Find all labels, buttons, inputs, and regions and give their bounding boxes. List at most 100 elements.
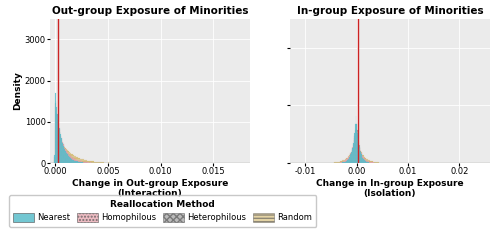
Bar [76, 160, 77, 163]
Bar [357, 133, 358, 163]
Bar [73, 158, 74, 163]
Bar [90, 161, 91, 163]
Bar [343, 161, 344, 163]
Bar [341, 161, 342, 163]
Bar [79, 158, 80, 163]
Bar [61, 138, 62, 163]
Bar [91, 161, 92, 163]
Bar [82, 161, 83, 163]
Bar [359, 147, 360, 163]
Bar [344, 162, 345, 163]
Bar [80, 158, 81, 163]
Bar [81, 162, 82, 163]
Legend: Nearest, Homophilous, Heterophilous, Random: Nearest, Homophilous, Heterophilous, Ran… [9, 195, 316, 226]
Bar [59, 130, 60, 163]
Bar [85, 162, 86, 163]
Bar [64, 147, 65, 163]
Bar [365, 161, 366, 163]
Bar [100, 162, 101, 163]
Bar [369, 162, 370, 163]
Bar [99, 162, 100, 163]
Bar [366, 161, 367, 163]
Bar [79, 162, 80, 163]
Bar [340, 162, 341, 163]
Bar [56, 113, 57, 163]
Bar [63, 144, 64, 163]
Bar [56, 116, 57, 163]
Bar [353, 144, 354, 163]
Bar [66, 153, 67, 163]
Bar [339, 162, 340, 163]
Bar [335, 162, 336, 163]
Bar [92, 161, 93, 163]
Bar [86, 162, 87, 163]
Bar [341, 162, 342, 163]
Bar [354, 136, 355, 163]
Bar [346, 159, 347, 163]
Bar [365, 158, 366, 163]
Bar [75, 161, 76, 163]
Bar [101, 162, 102, 163]
Bar [73, 155, 74, 163]
X-axis label: Change in Out-group Exposure
(Interaction): Change in Out-group Exposure (Interactio… [72, 179, 228, 199]
Bar [70, 158, 71, 163]
Bar [77, 157, 78, 163]
Bar [349, 158, 350, 163]
Bar [377, 162, 378, 163]
Bar [71, 154, 72, 163]
Bar [69, 152, 70, 163]
Bar [357, 130, 358, 163]
Bar [350, 153, 351, 163]
Bar [370, 162, 371, 163]
Bar [57, 120, 58, 163]
Bar [354, 133, 355, 163]
Bar [352, 148, 353, 163]
Bar [54, 160, 55, 163]
Bar [369, 162, 370, 163]
Bar [67, 153, 68, 163]
Bar [102, 162, 103, 163]
Bar [70, 157, 71, 163]
Bar [360, 152, 361, 163]
Bar [358, 146, 359, 163]
Bar [88, 162, 89, 163]
Bar [84, 162, 85, 163]
Bar [63, 146, 64, 163]
Bar [81, 159, 82, 163]
Bar [375, 162, 376, 163]
Bar [334, 162, 335, 163]
Bar [368, 160, 369, 163]
Bar [60, 134, 61, 163]
Bar [56, 107, 57, 163]
Bar [73, 158, 74, 163]
Bar [367, 161, 368, 163]
Bar [57, 114, 58, 163]
Bar [358, 144, 359, 163]
Bar [369, 160, 370, 163]
Bar [350, 155, 351, 163]
Bar [70, 156, 71, 163]
Bar [342, 162, 343, 163]
Bar [61, 139, 62, 163]
Bar [346, 158, 347, 163]
Bar [76, 161, 77, 163]
Bar [59, 139, 60, 163]
Bar [64, 148, 65, 163]
Bar [363, 155, 364, 163]
Bar [75, 160, 76, 163]
Bar [346, 161, 347, 163]
Bar [343, 160, 344, 163]
Bar [376, 162, 377, 163]
Bar [359, 148, 360, 163]
Bar [65, 149, 66, 163]
Bar [64, 148, 65, 163]
Bar [67, 150, 68, 163]
Bar [103, 162, 104, 163]
Bar [344, 161, 345, 163]
Bar [97, 162, 98, 163]
Bar [372, 161, 373, 163]
Bar [352, 150, 353, 163]
Bar [62, 144, 63, 163]
Bar [61, 142, 62, 163]
Bar [58, 138, 59, 163]
